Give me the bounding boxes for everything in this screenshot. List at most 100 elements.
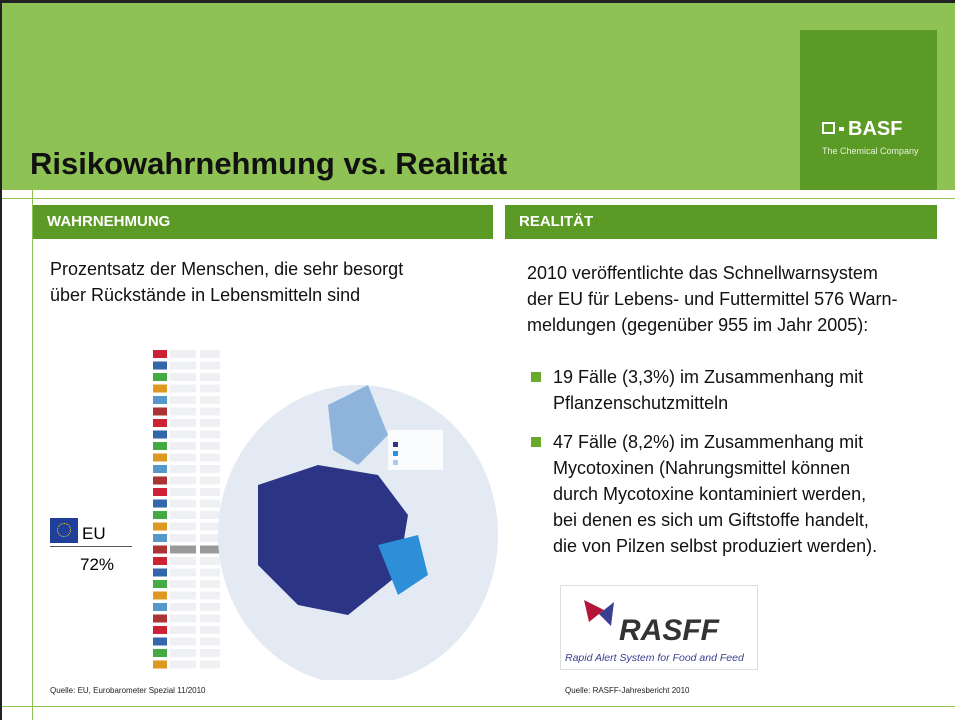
list-row [170,476,196,485]
vertical-rule [32,190,33,720]
list-row [200,568,220,577]
list-row [200,591,220,600]
legend-swatch [393,451,398,456]
list-row [153,430,167,439]
logo-dash [839,127,844,131]
list-row [153,603,167,611]
right-source: Quelle: RASFF-Jahresbericht 2010 [565,686,690,695]
title: Risikowahrnehmung vs. Realität [30,146,508,181]
list-row [170,580,196,588]
list-row [153,499,167,508]
list-row [153,488,167,496]
text-line: der EU für Lebens- und Futtermittel 576 … [527,289,898,309]
list-row [153,453,167,462]
list-row [153,637,167,646]
list-row [200,603,220,611]
eu-underline [50,546,132,547]
list-row [170,384,196,393]
list-row [200,465,220,473]
list-row [200,534,220,542]
list-row [170,626,196,634]
list-row [170,614,196,623]
rasff-icon [584,600,614,626]
list-row [170,511,196,519]
text-line: die von Pilzen selbst produziert werden)… [553,536,878,556]
map-region [258,465,408,615]
logo-name: BASF [848,118,903,140]
list-row [153,350,167,358]
list-row [170,649,196,657]
list-row [170,373,196,381]
list-row [153,442,167,450]
list-row [153,522,167,531]
list-row [153,557,167,565]
logo-box: BASF The Chemical Company [800,30,937,190]
list-row [170,522,196,531]
bullet: 19 Fälle (3,3%) im Zusammenhang mit Pfla… [553,364,863,416]
list-row [170,430,196,439]
list-row [153,568,167,577]
text-line: 47 Fälle (8,2%) im Zusammenhang mit [553,432,864,452]
right-heading: REALITÄT [505,205,937,239]
list-row [153,407,167,416]
text-line: durch Mycotoxine kontaminiert werden, [553,484,867,504]
list-row [170,557,196,565]
title-band [2,3,955,190]
eu-label: EU [82,524,106,543]
list-row [170,350,196,358]
list-row [200,384,220,393]
list-row [153,534,167,542]
list-row [200,476,220,485]
list-row [200,614,220,623]
rasff-name: RASFF [619,614,719,647]
left-border [0,0,2,720]
list-row [200,626,220,634]
list-row [153,614,167,623]
list-row [200,442,220,450]
bullet-marker [531,437,541,447]
list-row [170,660,196,669]
list-row [153,373,167,381]
list-row [153,511,167,519]
list-row [170,591,196,600]
rasff-logo: RASFF Rapid Alert System for Food and Fe… [560,585,758,670]
list-row [170,361,196,370]
list-row [200,660,220,669]
rasff-full: Rapid Alert System for Food and Feed [565,652,744,664]
text-line: Prozentsatz der Menschen, die sehr besor… [50,259,404,279]
text-line: über Rückstände in Lebensmitteln sind [50,285,361,305]
list-row [153,660,167,669]
list-row [153,384,167,393]
left-heading: WAHRNEHMUNG [33,205,493,239]
list-row [200,522,220,531]
list-row [153,419,167,427]
country-list [153,350,220,669]
list-row [170,499,196,508]
list-row [200,430,220,439]
eu-value: 72% [80,555,115,574]
list-row [200,407,220,416]
text-line: Mycotoxinen (Nahrungsmittel können [553,458,851,478]
list-row [170,637,196,646]
list-row [170,545,196,554]
list-row [153,465,167,473]
list-row [153,361,167,370]
top-border [0,0,955,3]
bottom-rule [2,706,955,707]
right-text: 2010 veröffentlichte das Schnellwarnsyst… [527,260,898,338]
text-line: bei denen es sich um Giftstoffe handelt, [553,510,869,530]
list-row [200,350,220,358]
eurobarometer-map [153,350,498,680]
text-line: meldungen (gegenüber 955 im Jahr 2005): [527,315,869,335]
bullet: 47 Fälle (8,2%) im Zusammenhang mit Myco… [553,429,877,559]
list-row [200,488,220,496]
list-row [153,396,167,404]
left-source: Quelle: EU, Eurobarometer Spezial 11/201… [50,686,206,695]
eu-stars [57,523,71,537]
text-line: 2010 veröffentlichte das Schnellwarnsyst… [527,263,878,283]
list-row [200,453,220,462]
list-row [200,373,220,381]
list-row [200,361,220,370]
list-row [170,534,196,542]
